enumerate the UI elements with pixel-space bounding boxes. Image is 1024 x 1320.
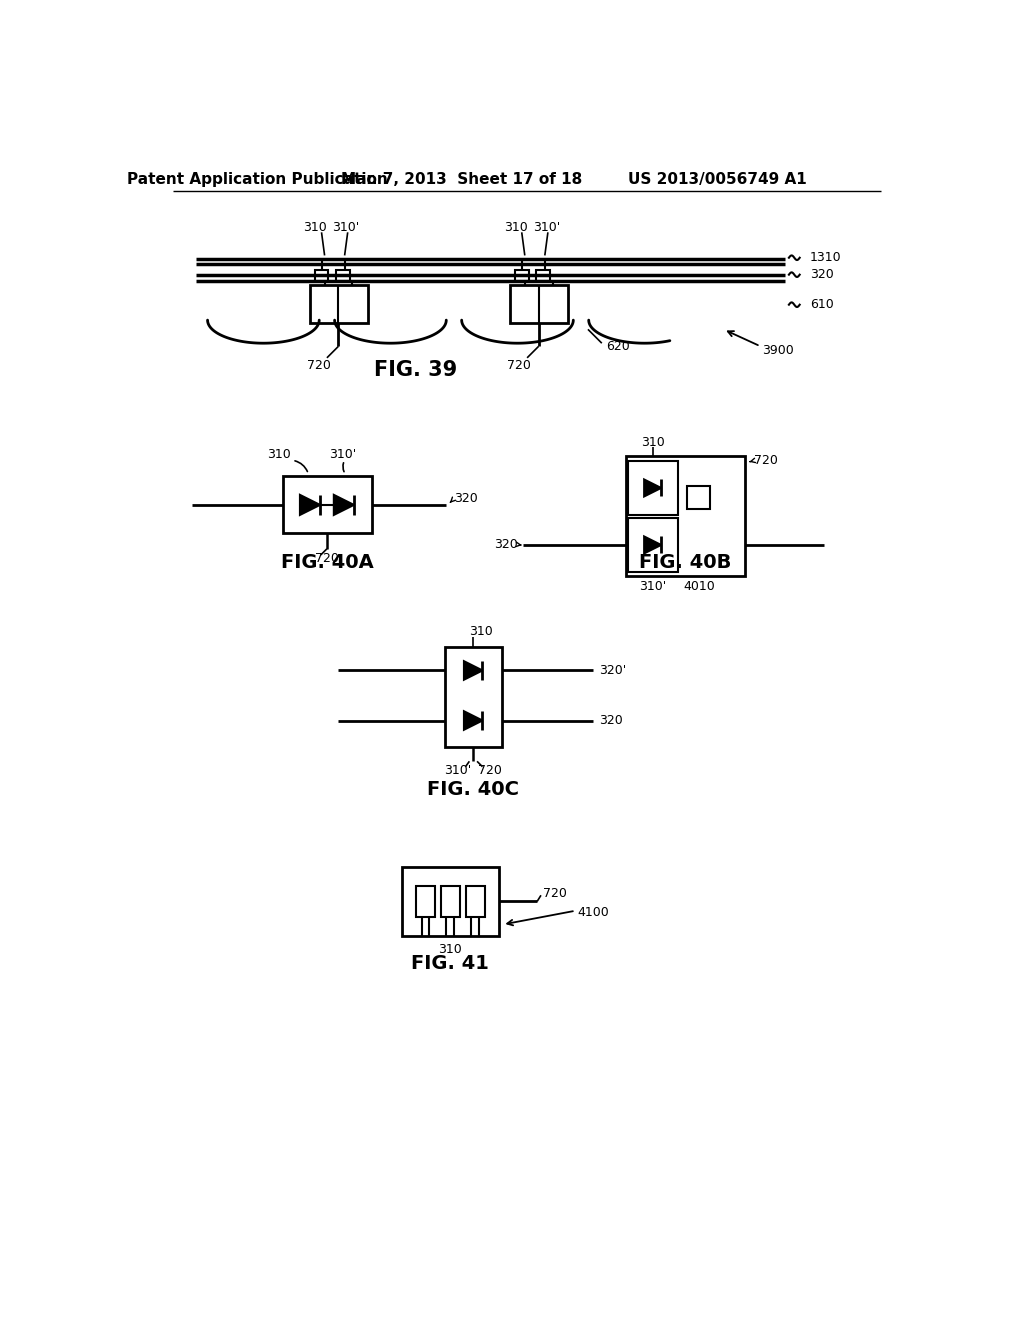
Text: 310: 310 — [504, 222, 527, 234]
Text: FIG. 39: FIG. 39 — [374, 360, 457, 380]
Text: 720: 720 — [307, 359, 331, 372]
Polygon shape — [464, 661, 482, 680]
Text: 310: 310 — [438, 944, 462, 957]
Text: 720: 720 — [508, 359, 531, 372]
Bar — [515, 271, 528, 281]
Text: 310: 310 — [303, 222, 328, 234]
Text: Mar. 7, 2013  Sheet 17 of 18: Mar. 7, 2013 Sheet 17 of 18 — [341, 173, 583, 187]
Bar — [626, 457, 745, 576]
Text: 310': 310' — [333, 222, 359, 234]
Text: 720: 720 — [478, 764, 502, 777]
Text: 310': 310' — [444, 764, 471, 777]
Text: FIG. 40C: FIG. 40C — [427, 780, 519, 800]
Bar — [466, 886, 484, 917]
Text: 720: 720 — [544, 887, 567, 900]
Bar — [336, 271, 350, 281]
Text: 320: 320 — [810, 268, 834, 281]
Bar — [687, 486, 711, 508]
Text: 4010: 4010 — [683, 579, 715, 593]
Polygon shape — [464, 711, 482, 730]
Polygon shape — [644, 536, 662, 553]
Bar — [441, 886, 460, 917]
Text: US 2013/0056749 A1: US 2013/0056749 A1 — [628, 173, 807, 187]
Text: 3900: 3900 — [762, 345, 794, 358]
Text: 310: 310 — [267, 449, 291, 462]
Text: 310': 310' — [532, 222, 560, 234]
Text: 310: 310 — [469, 626, 493, 639]
Text: FIG. 40A: FIG. 40A — [281, 553, 374, 572]
Text: 620: 620 — [606, 339, 630, 352]
Bar — [314, 271, 329, 281]
Text: 310': 310' — [639, 579, 667, 593]
Text: 720: 720 — [315, 552, 339, 565]
Text: 610: 610 — [810, 298, 834, 312]
Polygon shape — [300, 495, 319, 515]
Bar — [537, 271, 550, 281]
Text: 310: 310 — [641, 436, 665, 449]
Text: 1310: 1310 — [810, 251, 842, 264]
Text: Patent Application Publication: Patent Application Publication — [127, 173, 388, 187]
Text: 320: 320 — [495, 539, 518, 552]
Polygon shape — [334, 495, 354, 515]
Bar — [510, 285, 568, 323]
Bar — [628, 517, 678, 572]
Bar — [416, 886, 435, 917]
Text: 720: 720 — [755, 454, 778, 467]
Text: FIG. 41: FIG. 41 — [412, 953, 489, 973]
Text: 320: 320 — [599, 714, 623, 727]
Bar — [444, 647, 503, 747]
Text: 310': 310' — [329, 449, 356, 462]
Text: 320': 320' — [599, 664, 626, 677]
Bar — [283, 475, 372, 533]
Text: 320: 320 — [454, 492, 478, 506]
Bar — [402, 867, 499, 936]
Polygon shape — [644, 479, 662, 496]
Text: FIG. 40B: FIG. 40B — [639, 553, 731, 572]
Bar — [310, 285, 368, 323]
Bar — [628, 461, 678, 515]
Text: 4100: 4100 — [578, 907, 609, 920]
